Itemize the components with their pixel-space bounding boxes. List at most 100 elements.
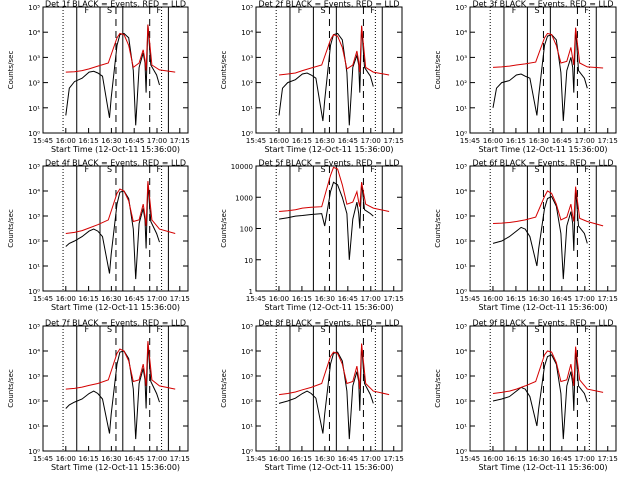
x-tick-label: 17:00 — [575, 455, 595, 463]
panel-title: Det 9f BLACK = Events, RED = LLD — [472, 319, 613, 328]
y-tick-label: 10³ — [28, 54, 40, 62]
y-axis-label: Counts/sec — [434, 51, 442, 90]
panel-label: S — [534, 165, 539, 174]
y-tick-label: 10000 — [231, 163, 253, 171]
panel-label: S — [107, 6, 112, 15]
x-tick-label: 16:45 — [552, 455, 572, 463]
y-tick-label: 10¹ — [28, 423, 40, 431]
x-tick-label: 15:45 — [33, 295, 53, 303]
x-tick-label: 16:15 — [292, 137, 312, 145]
y-axis-label: Counts/sec — [220, 209, 228, 248]
x-tick-label: 15:45 — [246, 295, 266, 303]
y-tick-label: 10¹ — [28, 105, 40, 113]
y-tick-label: 10⁵ — [455, 323, 467, 331]
y-axis-label: Counts/sec — [434, 369, 442, 408]
panel-label: F — [512, 6, 517, 15]
y-tick-label: 10⁵ — [28, 4, 40, 12]
y-tick-label: 10⁰ — [455, 130, 467, 138]
y-tick-label: 10⁴ — [241, 348, 253, 356]
panel-label: F — [512, 165, 517, 174]
x-tick-label: 15:45 — [33, 455, 53, 463]
x-tick-label: 17:15 — [598, 455, 618, 463]
x-tick-label: 17:15 — [384, 295, 404, 303]
x-tick-label: 17:00 — [147, 295, 167, 303]
y-tick-label: 10⁵ — [241, 323, 253, 331]
x-tick-label: 17:15 — [384, 137, 404, 145]
detector-panel: F S F 10⁰ 10¹ 10² 10³ 10⁴ 10⁵ 15:45 16:00 16:15 16:3… — [434, 159, 618, 313]
y-tick-label: 10³ — [455, 213, 467, 221]
y-tick-label: 10¹ — [28, 263, 40, 271]
x-tick-label: 17:15 — [170, 455, 190, 463]
y-tick-label: 10² — [28, 80, 40, 88]
events-series-line — [492, 188, 588, 280]
x-axis-label: Start Time (12-Oct-11 15:36:00) — [478, 463, 607, 472]
x-tick-label: 17:00 — [361, 137, 381, 145]
y-axis-label: Counts/sec — [220, 51, 228, 90]
panel-title: Det 8f BLACK = Events, RED = LLD — [258, 319, 399, 328]
panel-title: Det 3f BLACK = Events, RED = LLD — [472, 0, 613, 9]
y-tick-label: 10¹ — [241, 423, 253, 431]
panel-label: F — [157, 165, 162, 174]
y-tick-label: 10³ — [241, 373, 253, 381]
x-tick-label: 16:30 — [315, 455, 335, 463]
panel-label: F — [584, 6, 589, 15]
panel-label: F — [584, 165, 589, 174]
panel-label: S — [534, 325, 539, 334]
panel-label: F — [298, 165, 303, 174]
x-tick-label: 16:30 — [529, 455, 549, 463]
panel-label: F — [84, 6, 89, 15]
y-tick-label: 10¹ — [241, 105, 253, 113]
y-tick-label: 10⁰ — [455, 448, 467, 456]
lld-series-line — [278, 25, 390, 76]
events-series-line — [65, 24, 160, 126]
events-series-line — [65, 183, 160, 280]
detector-panel: F S F 10⁰ 10¹ 10² 10³ 10⁴ 10⁵ 15:45 16:00 16:15 16:3… — [7, 159, 190, 313]
panel-label: S — [320, 6, 325, 15]
detector-panel: F S F 10⁰ 10¹ 10² 10³ 10⁴ 10⁵ 15:45 16:00 16:15 16:3… — [434, 319, 618, 473]
y-tick-label: 10⁴ — [455, 29, 467, 37]
y-tick-label: 10⁵ — [241, 4, 253, 12]
x-tick-label: 16:00 — [269, 137, 289, 145]
x-tick-label: 16:00 — [483, 137, 503, 145]
y-tick-label: 10² — [241, 398, 253, 406]
detector-panel: F S F 10⁰ 10¹ 10² 10³ 10⁴ 10⁵ 15:45 16:00 16:15 16:3… — [434, 0, 618, 154]
x-tick-label: 16:15 — [506, 137, 526, 145]
x-tick-label: 17:15 — [170, 137, 190, 145]
panel-title: Det 7f BLACK = Events, RED = LLD — [45, 319, 186, 328]
y-tick-label: 10³ — [28, 373, 40, 381]
lld-series-line — [492, 27, 604, 69]
panel-label: F — [84, 325, 89, 334]
x-tick-label: 15:45 — [460, 455, 480, 463]
x-tick-label: 17:15 — [598, 137, 618, 145]
x-tick-label: 16:15 — [292, 295, 312, 303]
events-series-line — [278, 344, 374, 440]
x-tick-label: 16:15 — [506, 455, 526, 463]
panel-label: F — [370, 325, 375, 334]
x-tick-label: 17:00 — [575, 137, 595, 145]
panel-label: S — [320, 325, 325, 334]
x-tick-label: 15:45 — [246, 137, 266, 145]
x-axis-label: Start Time (12-Oct-11 15:36:00) — [51, 145, 180, 154]
panel-title: Det 6f BLACK = Events, RED = LLD — [472, 159, 613, 168]
detector-panel: F S F 10⁰ 10¹ 10² 10³ 10⁴ 10⁵ 15:45 16:00 16:15 16:3… — [7, 319, 190, 473]
panel-label: F — [512, 325, 517, 334]
x-tick-label: 16:45 — [338, 295, 358, 303]
y-tick-label: 10⁴ — [28, 188, 40, 196]
x-tick-label: 15:45 — [33, 137, 53, 145]
x-axis-label: Start Time (12-Oct-11 15:36:00) — [51, 303, 180, 312]
y-tick-label: 10¹ — [455, 423, 467, 431]
x-tick-label: 16:45 — [124, 137, 144, 145]
y-axis-label: Counts/sec — [7, 209, 15, 248]
panel-title: Det 4f BLACK = Events, RED = LLD — [45, 159, 186, 168]
x-tick-label: 16:15 — [292, 455, 312, 463]
y-axis-label: Counts/sec — [7, 51, 15, 90]
panel-title: Det 1f BLACK = Events, RED = LLD — [45, 0, 186, 9]
y-tick-label: 10³ — [241, 54, 253, 62]
panel-label: S — [320, 165, 325, 174]
panel-label: F — [157, 6, 162, 15]
detector-panel: F S F 10⁰ 10¹ 10² 10³ 10⁴ 10⁵ 15:45 16:00 16:15 16:3… — [7, 0, 190, 154]
panel-title: Det 5f BLACK = Events, RED = LLD — [258, 159, 399, 168]
lld-series-line — [65, 24, 176, 73]
x-tick-label: 16:15 — [79, 137, 99, 145]
